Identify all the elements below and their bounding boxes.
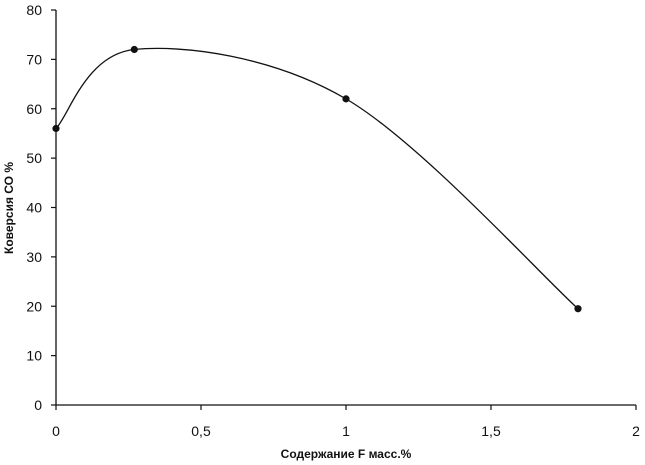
x-tick-label: 2 [632, 423, 640, 439]
data-point [342, 95, 349, 102]
x-tick-label: 0 [52, 423, 60, 439]
axes [56, 10, 636, 405]
series-line [56, 48, 578, 308]
y-axis-title: Коверсия СО % [2, 162, 16, 254]
y-tick-label: 40 [26, 200, 42, 216]
y-tick-label: 30 [26, 249, 42, 265]
x-tick-label: 1 [342, 423, 350, 439]
x-ticks: 0 0,5 1 1,5 2 [52, 405, 640, 439]
y-tick-label: 10 [26, 348, 42, 364]
x-tick-label: 1,5 [481, 423, 501, 439]
data-point [574, 305, 581, 312]
y-tick-label: 60 [26, 101, 42, 117]
x-tick-label: 0,5 [191, 423, 211, 439]
y-tick-label: 80 [26, 2, 42, 18]
x-axis-title: Содержание F масс.% [281, 447, 412, 461]
series-points [52, 46, 581, 312]
y-tick-label: 50 [26, 150, 42, 166]
y-ticks: 0 10 20 30 40 50 60 70 80 [26, 2, 56, 413]
data-point [131, 46, 138, 53]
data-point [52, 125, 59, 132]
y-tick-label: 70 [26, 51, 42, 67]
y-tick-label: 20 [26, 298, 42, 314]
y-tick-label: 0 [34, 397, 42, 413]
